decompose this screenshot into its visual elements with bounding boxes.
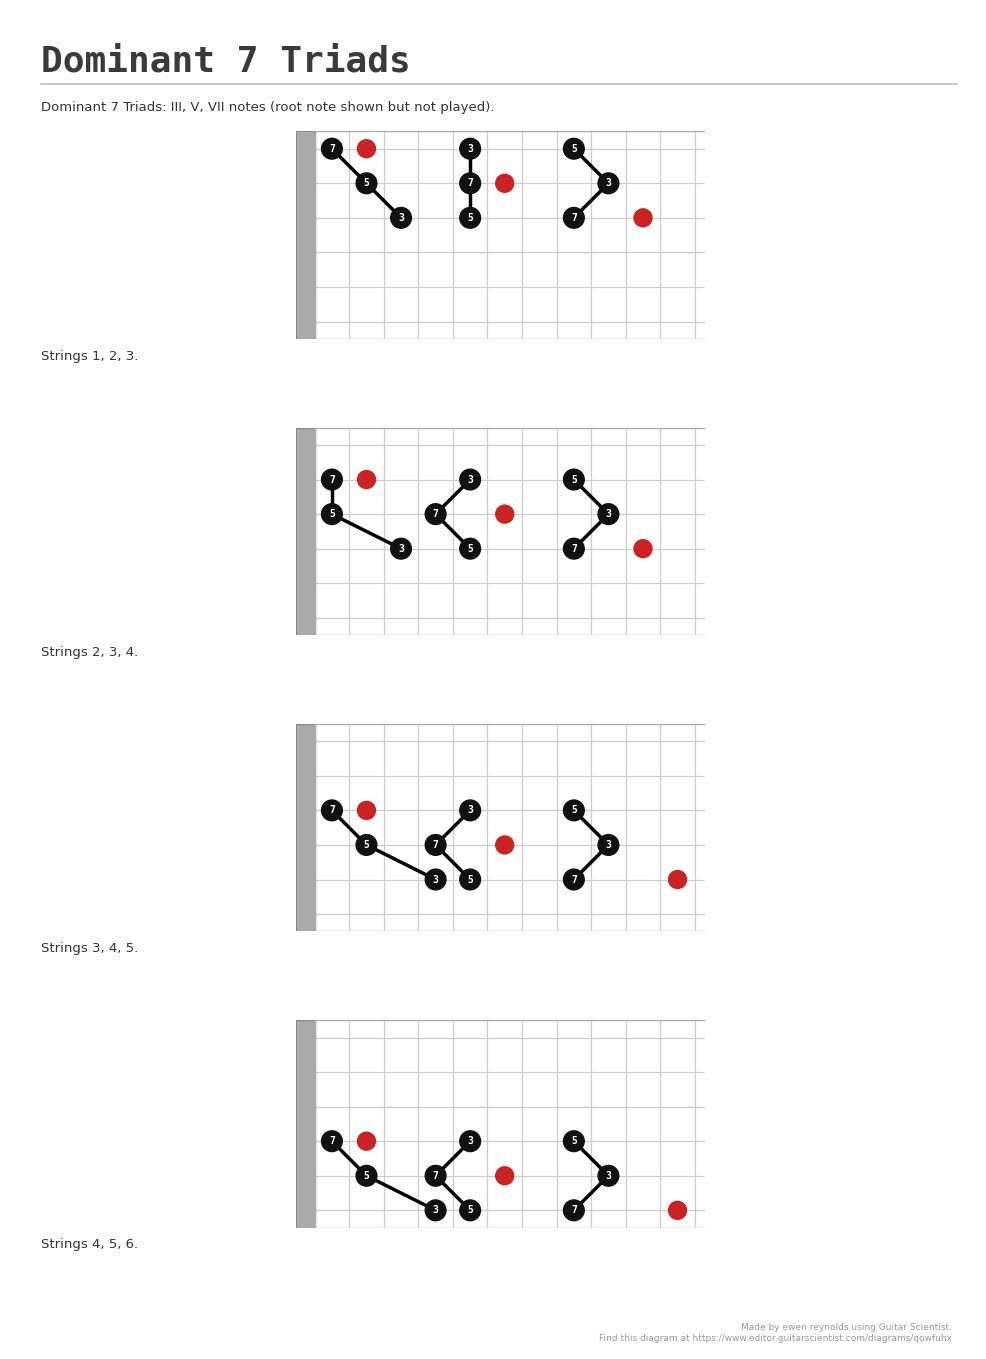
Text: Strings 3, 4, 5.: Strings 3, 4, 5. xyxy=(41,942,139,955)
Circle shape xyxy=(563,139,584,159)
Circle shape xyxy=(459,1200,480,1220)
Circle shape xyxy=(598,173,618,193)
Text: 5: 5 xyxy=(570,1136,576,1146)
Circle shape xyxy=(390,538,411,559)
Text: 7: 7 xyxy=(570,874,576,885)
Text: 7: 7 xyxy=(328,1136,334,1146)
Text: 3: 3 xyxy=(466,1136,472,1146)
Circle shape xyxy=(563,538,584,559)
Text: 3: 3 xyxy=(466,144,472,154)
Circle shape xyxy=(459,538,480,559)
Text: 3: 3 xyxy=(466,806,472,815)
Text: 3: 3 xyxy=(397,544,403,553)
Text: 5: 5 xyxy=(466,544,472,553)
Text: 3: 3 xyxy=(604,840,610,849)
Circle shape xyxy=(459,208,480,228)
Circle shape xyxy=(459,1131,480,1151)
Text: 3: 3 xyxy=(432,874,438,885)
Circle shape xyxy=(425,504,446,525)
Text: Made by ewen reynolds using Guitar Scientist.
Find this diagram at https://www.e: Made by ewen reynolds using Guitar Scien… xyxy=(599,1324,951,1343)
Bar xyxy=(296,1021,315,1227)
Text: 3: 3 xyxy=(604,510,610,519)
Text: 5: 5 xyxy=(570,144,576,154)
Text: 7: 7 xyxy=(328,806,334,815)
Text: 7: 7 xyxy=(432,1170,438,1181)
Circle shape xyxy=(495,836,513,853)
Circle shape xyxy=(563,208,584,228)
Text: 5: 5 xyxy=(363,178,369,189)
Circle shape xyxy=(425,834,446,855)
Text: 5: 5 xyxy=(466,874,472,885)
Text: Strings 4, 5, 6.: Strings 4, 5, 6. xyxy=(41,1238,138,1252)
Text: 3: 3 xyxy=(466,474,472,485)
Text: 5: 5 xyxy=(466,1205,472,1215)
Text: 3: 3 xyxy=(397,213,403,223)
Circle shape xyxy=(459,800,480,821)
Text: 7: 7 xyxy=(432,840,438,849)
Text: 7: 7 xyxy=(328,474,334,485)
Circle shape xyxy=(563,1200,584,1220)
Circle shape xyxy=(668,871,686,889)
Circle shape xyxy=(425,870,446,890)
Circle shape xyxy=(633,540,652,557)
Circle shape xyxy=(356,1166,377,1186)
Text: 7: 7 xyxy=(570,544,576,553)
Circle shape xyxy=(390,208,411,228)
Bar xyxy=(296,132,315,338)
Text: Dominant 7 Triads: Dominant 7 Triads xyxy=(41,45,411,79)
Circle shape xyxy=(459,870,480,890)
Text: Strings 2, 3, 4.: Strings 2, 3, 4. xyxy=(41,646,139,659)
Circle shape xyxy=(459,139,480,159)
Circle shape xyxy=(356,173,377,193)
Circle shape xyxy=(495,1167,513,1185)
Circle shape xyxy=(357,140,375,158)
Circle shape xyxy=(459,469,480,489)
Circle shape xyxy=(563,1131,584,1151)
Text: 5: 5 xyxy=(466,213,472,223)
Circle shape xyxy=(598,834,618,855)
Circle shape xyxy=(321,1131,342,1151)
Circle shape xyxy=(459,173,480,193)
Circle shape xyxy=(425,1200,446,1220)
Circle shape xyxy=(598,1166,618,1186)
Circle shape xyxy=(495,506,513,523)
Text: 7: 7 xyxy=(432,510,438,519)
Text: 5: 5 xyxy=(363,840,369,849)
Text: 3: 3 xyxy=(432,1205,438,1215)
Text: 7: 7 xyxy=(570,1205,576,1215)
Text: 3: 3 xyxy=(604,1170,610,1181)
Circle shape xyxy=(357,1132,375,1150)
Circle shape xyxy=(668,1201,686,1219)
Text: 5: 5 xyxy=(328,510,334,519)
Circle shape xyxy=(598,504,618,525)
Circle shape xyxy=(321,469,342,489)
Text: Strings 1, 2, 3.: Strings 1, 2, 3. xyxy=(41,349,139,363)
Bar xyxy=(296,428,315,635)
Text: Dominant 7 Triads: III, V, VII notes (root note shown but not played).: Dominant 7 Triads: III, V, VII notes (ro… xyxy=(41,101,494,114)
Text: 7: 7 xyxy=(466,178,472,189)
Text: 5: 5 xyxy=(570,474,576,485)
Circle shape xyxy=(321,800,342,821)
Text: 3: 3 xyxy=(604,178,610,189)
Text: 7: 7 xyxy=(570,213,576,223)
Circle shape xyxy=(321,504,342,525)
Circle shape xyxy=(321,139,342,159)
Bar xyxy=(296,724,315,931)
Circle shape xyxy=(357,802,375,819)
Circle shape xyxy=(563,870,584,890)
Circle shape xyxy=(357,470,375,488)
Text: 7: 7 xyxy=(328,144,334,154)
Text: 5: 5 xyxy=(363,1170,369,1181)
Circle shape xyxy=(633,209,652,227)
Circle shape xyxy=(563,469,584,489)
Circle shape xyxy=(563,800,584,821)
Circle shape xyxy=(356,834,377,855)
Text: 5: 5 xyxy=(570,806,576,815)
Circle shape xyxy=(495,174,513,192)
Circle shape xyxy=(425,1166,446,1186)
